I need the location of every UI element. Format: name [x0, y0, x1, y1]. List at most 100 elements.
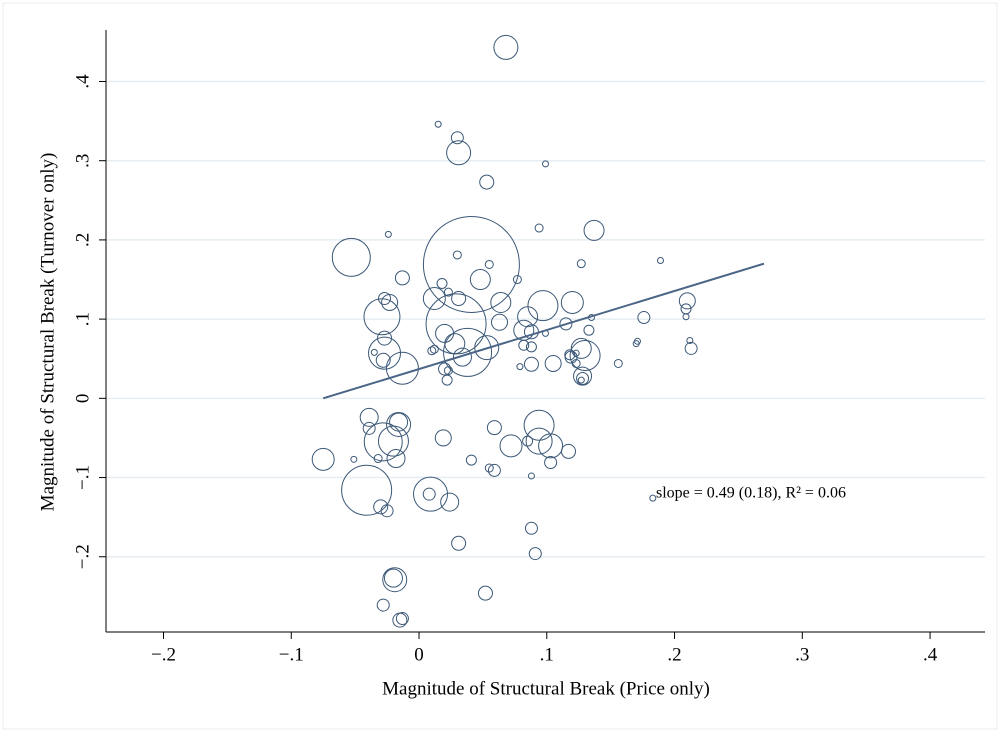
y-tick-label: .2 [72, 233, 93, 247]
bubble [493, 34, 519, 60]
bubble [443, 366, 453, 376]
bubble [443, 287, 453, 297]
bubble [381, 293, 399, 311]
bubble [583, 219, 605, 241]
bubble [542, 160, 549, 168]
y-tick-label: −.1 [72, 465, 93, 490]
bubble [525, 427, 553, 455]
bubble [422, 215, 520, 313]
bubble [376, 598, 390, 612]
x-axis-title: Magnitude of Structural Break (Price onl… [382, 678, 710, 699]
bubble [570, 337, 592, 359]
bubble [394, 270, 410, 286]
bubble [434, 120, 442, 128]
y-tick-label: .4 [72, 74, 93, 89]
bubble [525, 341, 537, 353]
bubble [524, 521, 538, 535]
bubble [491, 313, 509, 331]
bubble [380, 504, 394, 518]
bubble [386, 449, 406, 469]
x-tick-label: −.1 [279, 644, 304, 665]
x-tick-label: .3 [795, 644, 809, 665]
bubble [637, 311, 651, 325]
bubble [359, 407, 379, 427]
bubble [684, 341, 698, 355]
bubble [560, 443, 576, 459]
bubble [649, 494, 657, 502]
bubble [370, 348, 378, 356]
bubble [373, 454, 383, 464]
bubble [499, 434, 523, 458]
bubble [429, 344, 439, 354]
bubble [487, 463, 501, 477]
bubble [440, 492, 460, 512]
y-axis-title: Magnitude of Structural Break (Turnover … [37, 153, 58, 512]
bubble [560, 290, 584, 314]
bubble [571, 358, 581, 368]
annotation: slope = 0.49 (0.18), R² = 0.06 [656, 485, 846, 502]
bubble [363, 298, 401, 336]
bubble [441, 374, 453, 386]
fit-line [322, 262, 765, 400]
bubble [573, 366, 593, 386]
bubble [465, 454, 477, 466]
bubble [386, 411, 412, 437]
bubble [484, 259, 494, 269]
bubble [450, 131, 464, 145]
bubble [656, 257, 664, 265]
bubble [490, 291, 512, 313]
bubble [517, 306, 539, 328]
bubble [451, 535, 467, 551]
bubble [427, 346, 437, 356]
bubble [446, 140, 472, 166]
x-tick-label: .1 [540, 644, 554, 665]
bubble [479, 174, 495, 190]
bubble [534, 223, 544, 233]
bubble [477, 585, 493, 601]
bubble [452, 250, 462, 260]
x-tick-label: 0 [414, 644, 424, 665]
bubble [527, 472, 535, 480]
bubble [384, 230, 392, 238]
x-tick-label: .2 [667, 644, 681, 665]
bubble [438, 362, 452, 376]
bubble [682, 313, 690, 321]
bubble [518, 339, 530, 351]
bubble [569, 340, 601, 372]
bubble [474, 335, 500, 361]
x-tick-label: −.2 [151, 644, 176, 665]
bubble [633, 337, 641, 345]
bubble [373, 499, 389, 515]
bubble [368, 336, 402, 370]
bubble [576, 372, 590, 386]
bubble [377, 425, 409, 457]
bubble [422, 287, 446, 311]
bubble [377, 330, 393, 346]
bubble [544, 455, 558, 469]
bubble [451, 291, 467, 307]
bubble [434, 429, 452, 447]
bubble [516, 363, 524, 371]
y-tick-label: −.2 [72, 544, 93, 569]
bubble [564, 349, 576, 361]
bubble [395, 612, 409, 626]
y-tick-label: 0 [72, 394, 93, 404]
bubble [350, 455, 358, 463]
bubble [382, 567, 408, 593]
bubble [362, 421, 376, 435]
y-tick-label: .1 [72, 312, 93, 326]
bubble [613, 358, 623, 368]
bubble [583, 324, 595, 336]
bubble [523, 356, 539, 372]
y-tick-label: .3 [72, 154, 93, 168]
bubble [527, 290, 559, 322]
bubble [559, 317, 573, 331]
bubble [383, 568, 403, 588]
bubble [422, 487, 436, 501]
bubble [341, 464, 393, 516]
bubble [443, 327, 493, 377]
bubble [538, 433, 564, 459]
bubble [331, 237, 371, 277]
bubble [486, 420, 502, 436]
